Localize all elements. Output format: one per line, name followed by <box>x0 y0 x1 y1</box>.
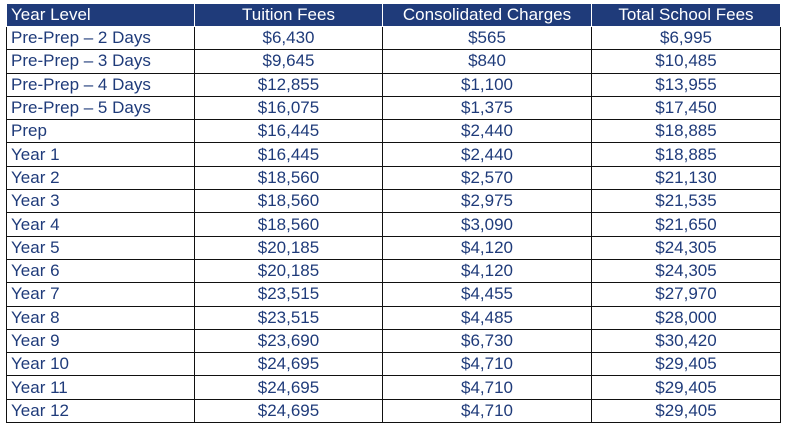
table-row: Pre-Prep – 2 Days $6,430 $565 $6,995 <box>6 25 781 51</box>
consolidated-charges-cell: $840 <box>382 49 592 74</box>
year-level-cell: Year 7 <box>6 282 195 307</box>
header-tuition-fees: Tuition Fees <box>194 3 383 27</box>
consolidated-charges-cell: $4,485 <box>382 305 592 330</box>
table-row: Pre-Prep – 5 Days $16,075 $1,375 $17,450 <box>6 95 781 121</box>
year-level-cell: Year 6 <box>6 258 195 284</box>
year-level-cell: Year 9 <box>6 328 195 354</box>
table-row: Pre-Prep – 3 Days $9,645 $840 $10,485 <box>6 49 781 74</box>
total-school-fees-cell: $21,535 <box>591 189 781 214</box>
total-school-fees-cell: $18,885 <box>591 142 781 167</box>
table-header-row: Year Level Tuition Fees Consolidated Cha… <box>6 3 781 27</box>
consolidated-charges-cell: $1,375 <box>382 95 592 121</box>
total-school-fees-cell: $6,995 <box>591 25 781 51</box>
year-level-cell: Year 5 <box>6 235 195 260</box>
tuition-fees-cell: $23,515 <box>194 305 383 330</box>
year-level-cell: Year 8 <box>6 305 195 330</box>
consolidated-charges-cell: $4,455 <box>382 282 592 307</box>
total-school-fees-cell: $24,305 <box>591 235 781 260</box>
tuition-fees-cell: $24,695 <box>194 375 383 400</box>
total-school-fees-cell: $29,405 <box>591 375 781 400</box>
table-row: Year 6 $20,185 $4,120 $24,305 <box>6 258 781 284</box>
total-school-fees-cell: $28,000 <box>591 305 781 330</box>
table-row: Year 12 $24,695 $4,710 $29,405 <box>6 398 781 424</box>
table-row: Year 3 $18,560 $2,975 $21,535 <box>6 189 781 214</box>
tuition-fees-cell: $18,560 <box>194 212 383 237</box>
table-row: Pre-Prep – 4 Days $12,855 $1,100 $13,955 <box>6 72 781 97</box>
tuition-fees-cell: $23,515 <box>194 282 383 307</box>
tuition-fees-cell: $12,855 <box>194 72 383 97</box>
tuition-fees-cell: $16,075 <box>194 95 383 121</box>
consolidated-charges-cell: $1,100 <box>382 72 592 97</box>
consolidated-charges-cell: $4,120 <box>382 235 592 260</box>
total-school-fees-cell: $29,405 <box>591 352 781 377</box>
year-level-cell: Pre-Prep – 5 Days <box>6 95 195 121</box>
consolidated-charges-cell: $2,440 <box>382 119 592 144</box>
tuition-fees-cell: $20,185 <box>194 235 383 260</box>
year-level-cell: Year 12 <box>6 398 195 424</box>
tuition-fees-cell: $24,695 <box>194 352 383 377</box>
table-row: Year 11 $24,695 $4,710 $29,405 <box>6 375 781 400</box>
tuition-fees-cell: $16,445 <box>194 142 383 167</box>
year-level-cell: Pre-Prep – 3 Days <box>6 49 195 74</box>
table-row: Year 7 $23,515 $4,455 $27,970 <box>6 282 781 307</box>
year-level-cell: Year 1 <box>6 142 195 167</box>
table-body: Pre-Prep – 2 Days $6,430 $565 $6,995 Pre-Pre… <box>6 25 781 424</box>
table-row: Year 9 $23,690 $6,730 $30,420 <box>6 328 781 354</box>
consolidated-charges-cell: $2,975 <box>382 189 592 214</box>
year-level-cell: Year 2 <box>6 165 195 191</box>
header-year-level: Year Level <box>6 3 195 27</box>
year-level-cell: Year 4 <box>6 212 195 237</box>
table-row: Prep $16,445 $2,440 $18,885 <box>6 119 781 144</box>
year-level-cell: Year 3 <box>6 189 195 214</box>
year-level-cell: Prep <box>6 119 195 144</box>
consolidated-charges-cell: $4,710 <box>382 352 592 377</box>
year-level-cell: Year 11 <box>6 375 195 400</box>
total-school-fees-cell: $21,130 <box>591 165 781 191</box>
table-row: Year 2 $18,560 $2,570 $21,130 <box>6 165 781 191</box>
consolidated-charges-cell: $4,710 <box>382 398 592 424</box>
year-level-cell: Pre-Prep – 2 Days <box>6 25 195 51</box>
total-school-fees-cell: $27,970 <box>591 282 781 307</box>
consolidated-charges-cell: $2,570 <box>382 165 592 191</box>
table-row: Year 5 $20,185 $4,120 $24,305 <box>6 235 781 260</box>
tuition-fees-cell: $20,185 <box>194 258 383 284</box>
total-school-fees-cell: $13,955 <box>591 72 781 97</box>
table-row: Year 8 $23,515 $4,485 $28,000 <box>6 305 781 330</box>
total-school-fees-cell: $29,405 <box>591 398 781 424</box>
header-total-school-fees: Total School Fees <box>591 3 781 27</box>
consolidated-charges-cell: $4,710 <box>382 375 592 400</box>
table-row: Year 1 $16,445 $2,440 $18,885 <box>6 142 781 167</box>
table-row: Year 4 $18,560 $3,090 $21,650 <box>6 212 781 237</box>
tuition-fees-cell: $16,445 <box>194 119 383 144</box>
consolidated-charges-cell: $6,730 <box>382 328 592 354</box>
total-school-fees-cell: $17,450 <box>591 95 781 121</box>
header-consolidated-charges: Consolidated Charges <box>382 3 592 27</box>
year-level-cell: Year 10 <box>6 352 195 377</box>
consolidated-charges-cell: $565 <box>382 25 592 51</box>
consolidated-charges-cell: $4,120 <box>382 258 592 284</box>
table-row: Year 10 $24,695 $4,710 $29,405 <box>6 352 781 377</box>
tuition-fees-cell: $24,695 <box>194 398 383 424</box>
total-school-fees-cell: $10,485 <box>591 49 781 74</box>
consolidated-charges-cell: $2,440 <box>382 142 592 167</box>
year-level-cell: Pre-Prep – 4 Days <box>6 72 195 97</box>
tuition-fees-cell: $18,560 <box>194 165 383 191</box>
total-school-fees-cell: $30,420 <box>591 328 781 354</box>
tuition-fees-cell: $18,560 <box>194 189 383 214</box>
consolidated-charges-cell: $3,090 <box>382 212 592 237</box>
total-school-fees-cell: $18,885 <box>591 119 781 144</box>
fees-table-container: Year Level Tuition Fees Consolidated Cha… <box>6 3 781 424</box>
school-fees-table: Year Level Tuition Fees Consolidated Cha… <box>6 3 781 424</box>
total-school-fees-cell: $21,650 <box>591 212 781 237</box>
tuition-fees-cell: $9,645 <box>194 49 383 74</box>
tuition-fees-cell: $23,690 <box>194 328 383 354</box>
tuition-fees-cell: $6,430 <box>194 25 383 51</box>
total-school-fees-cell: $24,305 <box>591 258 781 284</box>
